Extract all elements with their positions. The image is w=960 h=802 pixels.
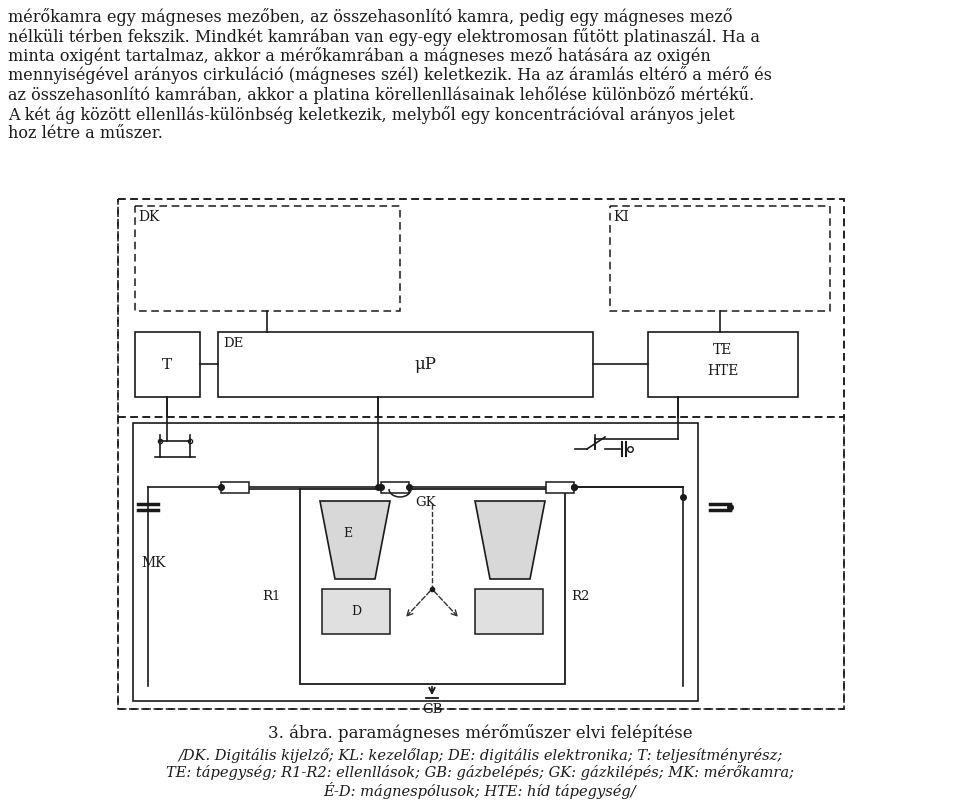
Polygon shape [475,501,545,579]
Bar [133,423,698,701]
Bar [610,207,830,312]
Bar [118,200,844,418]
Text: mennyiségével arányos cirkuláció (mágneses szél) keletkezik. Ha az áramlás eltér: mennyiségével arányos cirkuláció (mágnes… [8,67,772,84]
Text: minta oxigént tartalmaz, akkor a mérőkamrában a mágneses mező hatására az oxigén: minta oxigént tartalmaz, akkor a mérőkam… [8,47,710,65]
Text: D: D [351,605,361,618]
Bar [648,333,798,398]
Bar [475,589,543,634]
Text: R1: R1 [262,589,280,603]
Text: μP: μP [414,356,436,373]
Bar [135,207,400,312]
Bar [322,589,390,634]
Bar [135,333,200,398]
Bar [546,482,574,493]
Bar [221,482,249,493]
Bar [218,333,593,398]
Text: 3. ábra. paramágneses mérőműszer elvi felépítése: 3. ábra. paramágneses mérőműszer elvi fe… [268,723,692,741]
Text: /DK. Digitális kijelző; KL: kezelőlap; DE: digitális elektronika; T: teljesítmén: /DK. Digitális kijelző; KL: kezelőlap; D… [178,747,782,762]
Text: KI: KI [613,210,629,224]
Text: DK: DK [138,210,159,224]
Bar [300,489,565,684]
Text: R2: R2 [571,589,589,603]
Polygon shape [320,501,390,579]
Text: HTE: HTE [708,363,738,378]
Text: T: T [162,358,172,371]
Text: az összehasonlító kamrában, akkor a platina körellenllásainak lehőlése különböző: az összehasonlító kamrában, akkor a plat… [8,86,755,104]
Text: hoz létre a műszer.: hoz létre a műszer. [8,125,163,142]
Text: TE: tápegység; R1-R2: ellenllások; GB: gázbelépés; GK: gázkilépés; MK: mérőkamra: TE: tápegység; R1-R2: ellenllások; GB: g… [166,764,794,779]
Text: nélküli térben fekszik. Mindkét kamrában van egy-egy elektromosan fűtött platina: nélküli térben fekszik. Mindkét kamrában… [8,27,760,46]
Text: MK: MK [141,555,165,569]
Text: DE: DE [223,337,243,350]
Text: É-D: mágnespólusok; HTE: híd tápegység/: É-D: mágnespólusok; HTE: híd tápegység/ [324,781,636,798]
Text: mérőkamra egy mágneses mezőben, az összehasonlító kamra, pedig egy mágneses mező: mérőkamra egy mágneses mezőben, az össze… [8,8,732,26]
Bar [118,200,844,709]
Text: GK: GK [415,496,436,508]
Text: TE: TE [713,342,732,357]
Bar [381,482,409,493]
Text: A két ág között ellenllás-különbség keletkezik, melyből egy koncentrációval arán: A két ág között ellenllás-különbség kele… [8,105,734,124]
Text: GB: GB [422,702,443,715]
Text: E: E [344,527,352,540]
Bar [118,418,844,709]
